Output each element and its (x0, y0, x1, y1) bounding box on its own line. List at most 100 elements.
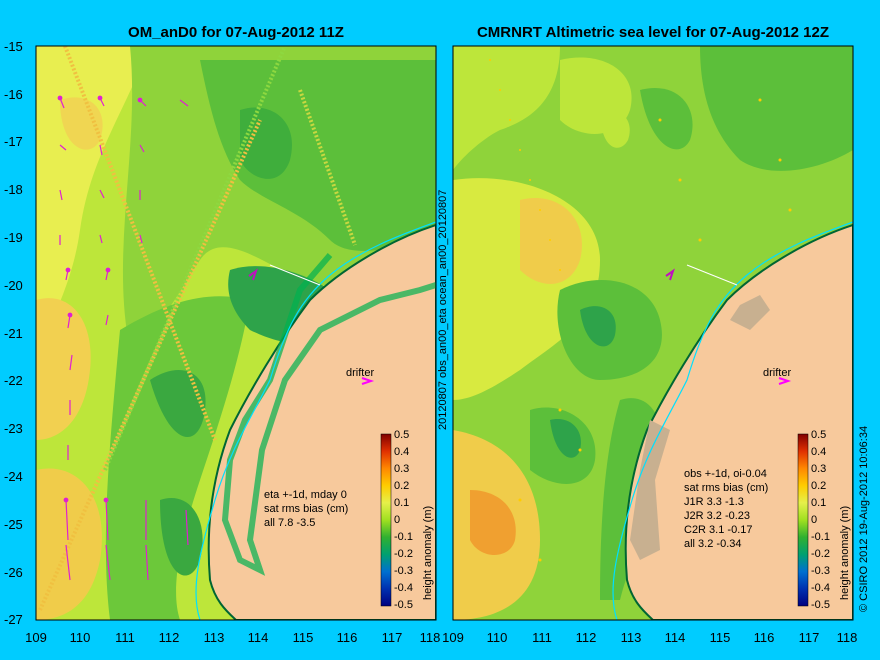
colorbar-tick: 0 (811, 514, 817, 526)
velocity-arrow (139, 144, 145, 153)
colorbar-tick: 0.1 (394, 497, 409, 509)
left-anomaly-region (105, 296, 250, 620)
colorbar-tick: -0.2 (394, 548, 413, 560)
right-anomaly-region (700, 46, 853, 171)
right-stats-line: all 3.2 -0.34 (684, 538, 741, 550)
right-anomaly-region (640, 88, 693, 150)
x-tick-label: 111 (532, 630, 552, 645)
velocity-arrow-head (103, 497, 109, 503)
left-y-axis: -15 -16 -17 -18 -19 -20 -21 -22 -23 -24 … (4, 39, 23, 627)
track-dot (519, 149, 521, 151)
y-tick-label: -19 (4, 230, 23, 245)
track-dot (518, 498, 522, 502)
right-map-frame (452, 45, 854, 621)
velocity-arrow (105, 499, 109, 541)
left-drifter-marker (248, 268, 258, 281)
track-dot (678, 178, 682, 182)
track-dot (549, 239, 551, 241)
velocity-arrow (139, 234, 143, 244)
y-tick-label: -16 (4, 87, 23, 102)
x-tick-label: 112 (576, 630, 597, 645)
velocity-arrow (59, 144, 67, 151)
track-dot (558, 408, 562, 412)
colorbar-tick: 0.4 (811, 446, 826, 458)
track-dot (758, 98, 762, 102)
velocity-arrow (145, 544, 149, 581)
left-stats-line: eta +-1d, mday 0 (264, 489, 347, 501)
colorbar-tick: 0.3 (811, 463, 826, 475)
y-tick-label: -20 (4, 278, 23, 293)
y-tick-label: -27 (4, 612, 23, 627)
track-dot (538, 558, 542, 562)
left-map: drifter eta +-1d, mday 0 sat rms bias (c… (36, 46, 436, 620)
velocity-arrow-head (63, 497, 69, 503)
x-tick-label: 109 (442, 630, 464, 645)
right-stats-line: J1R 3.3 -1.3 (684, 496, 744, 508)
y-tick-label: -22 (4, 373, 23, 388)
track-dot (489, 59, 491, 61)
left-anomaly-region (60, 97, 103, 150)
right-anomaly-region (550, 419, 581, 458)
velocity-arrow (185, 509, 189, 546)
right-satellite-track-dots (489, 59, 792, 562)
x-tick-label: 117 (799, 630, 820, 645)
y-tick-label: -15 (4, 39, 23, 54)
right-x-axis: 109 110 111 112 113 114 115 116 117 118 (442, 630, 857, 645)
left-anomaly-region (36, 298, 91, 440)
y-tick-label: -23 (4, 421, 23, 436)
side-label: 20120807 obs_an00_eta ocean_an00_2012080… (437, 190, 449, 430)
track-dot (539, 209, 541, 211)
colorbar-tick: -0.3 (811, 565, 830, 577)
colorbar-tick: -0.5 (811, 599, 830, 611)
right-colorbar-ticks: 0.5 0.4 0.3 0.2 0.1 0 -0.1 -0.2 -0.3 -0.… (811, 429, 830, 611)
right-anomaly-region (470, 490, 516, 555)
right-drifter-label: drifter (763, 367, 791, 379)
right-land-shadow (730, 295, 770, 330)
colorbar-tick: 0.3 (394, 463, 409, 475)
velocity-arrow-head (57, 95, 63, 101)
velocity-arrow-head (97, 95, 103, 101)
track-dot (578, 448, 582, 452)
velocity-arrow (105, 314, 109, 326)
colorbar-tick: 0.4 (394, 446, 409, 458)
x-tick-label: 111 (115, 630, 135, 645)
x-tick-label: 110 (70, 630, 91, 645)
velocity-arrow (59, 189, 63, 201)
right-anomaly-region (453, 46, 560, 170)
left-velocity-vectors (57, 95, 189, 581)
right-map: drifter obs +-1d, oi-0.04 sat rms bias (… (453, 46, 853, 620)
x-tick-label: 113 (204, 630, 225, 645)
x-tick-label: 118 (420, 630, 441, 645)
y-tick-label: -24 (4, 469, 23, 484)
x-tick-label: 114 (248, 630, 269, 645)
y-tick-label: -18 (4, 182, 23, 197)
right-stats-line: C2R 3.1 -0.17 (684, 524, 752, 536)
credit-label: © CSIRO 2012 19-Aug-2012 10:06:34 (858, 426, 870, 612)
colorbar-tick: -0.4 (811, 582, 830, 594)
right-shelf-contour (612, 221, 853, 620)
colorbar-tick: -0.3 (394, 565, 413, 577)
x-tick-label: 116 (337, 630, 358, 645)
velocity-arrow (105, 544, 111, 581)
right-colorbar (797, 433, 809, 607)
velocity-arrow-head (65, 267, 71, 273)
left-satellite-track (103, 46, 287, 471)
y-tick-label: -17 (4, 134, 23, 149)
left-satellite-track (298, 89, 357, 246)
right-colorbar-label: height anomaly (m) (839, 506, 851, 600)
left-shelf-zone (221, 253, 436, 576)
velocity-arrow-head (105, 267, 111, 273)
y-tick-label: -21 (4, 326, 23, 341)
x-tick-label: 115 (293, 630, 314, 645)
right-drifter-marker (778, 377, 792, 385)
left-shelf-contour (195, 221, 436, 620)
right-stats-line: obs +-1d, oi-0.04 (684, 468, 767, 480)
track-dot (499, 89, 501, 91)
left-anomaly-region (150, 370, 206, 438)
colorbar-tick: 0.1 (811, 497, 826, 509)
colorbar-tick: 0.2 (394, 480, 409, 492)
velocity-arrow (99, 189, 105, 199)
colorbar-tick: 0 (394, 514, 400, 526)
colorbar-tick: -0.4 (394, 582, 413, 594)
